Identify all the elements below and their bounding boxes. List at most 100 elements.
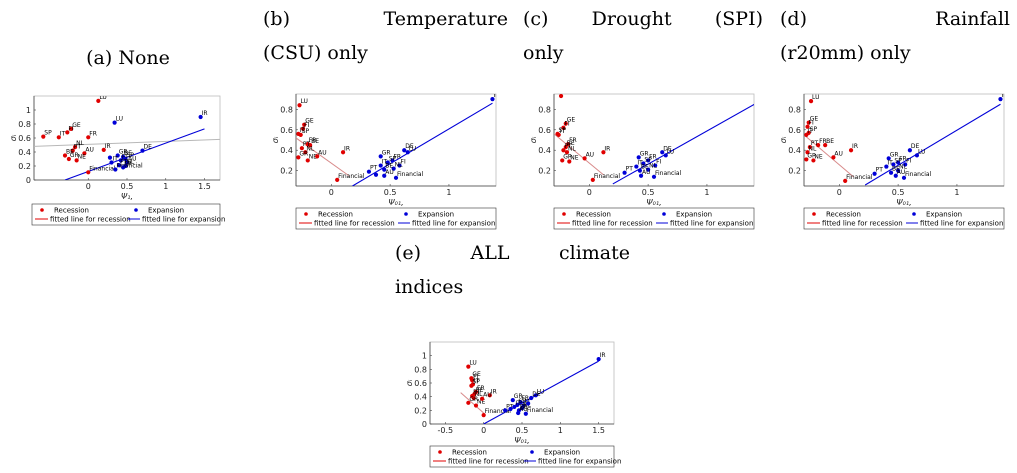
y-axis-label: σᵢ bbox=[271, 136, 280, 143]
expansion-point-label: SP bbox=[389, 155, 397, 162]
recession-point bbox=[340, 150, 346, 155]
legend-fit-expansion-label: fitted line for expansion bbox=[538, 458, 621, 466]
expansion-point-label: IR bbox=[757, 94, 763, 101]
recession-point-label: FR bbox=[477, 385, 485, 392]
recession-point bbox=[466, 364, 471, 369]
legend-expansion-marker bbox=[662, 212, 666, 216]
recession-point-label: IT bbox=[560, 128, 566, 135]
expansion-point bbox=[646, 158, 651, 163]
recession-point bbox=[335, 177, 340, 182]
plot-content: LUGEFISPITFRBEPTNLGRNEIRAUFinancialIRDEL… bbox=[554, 89, 763, 185]
expansion-point bbox=[886, 156, 891, 161]
recession-point-label: IR bbox=[852, 143, 858, 150]
fit-line-recession bbox=[296, 137, 350, 177]
x-axis-label: Ψ₀₁, bbox=[388, 198, 403, 207]
expansion-point-label: BE bbox=[124, 150, 132, 157]
recession-point-label: NL bbox=[809, 145, 817, 152]
recession-point-label: LU bbox=[99, 94, 106, 101]
recession-point bbox=[601, 150, 606, 155]
recession-point bbox=[96, 98, 101, 103]
expansion-point bbox=[641, 161, 646, 166]
expansion-point-label: LU bbox=[537, 388, 544, 395]
legend-expansion-label: Expansion bbox=[418, 211, 454, 219]
recession-point bbox=[56, 135, 61, 140]
expansion-point bbox=[385, 160, 390, 165]
expansion-point-label: IR bbox=[493, 92, 499, 99]
expansion-point-label: IT bbox=[382, 159, 388, 166]
y-tick-label: 0.6 bbox=[18, 134, 31, 143]
recession-point bbox=[300, 126, 306, 131]
recession-point-label: LU bbox=[562, 89, 569, 96]
expansion-point-label: FI bbox=[906, 158, 911, 165]
expansion-point bbox=[903, 162, 908, 167]
expansion-point-label: PT bbox=[120, 158, 128, 165]
recession-point bbox=[308, 143, 313, 148]
x-axis-label: Ψ₀₁, bbox=[896, 198, 911, 207]
expansion-point-label: GR bbox=[119, 149, 128, 156]
x-tick-label: -0.5 bbox=[438, 426, 454, 435]
recession-point-label: IT bbox=[807, 128, 813, 135]
legend-box bbox=[429, 445, 615, 468]
recession-point bbox=[74, 158, 79, 163]
recession-point-label: Financial bbox=[338, 173, 365, 180]
y-tick-label: 0.8 bbox=[788, 105, 801, 114]
x-tick-label: 1 bbox=[704, 188, 709, 197]
recession-point bbox=[806, 120, 811, 125]
recession-point-label: SP bbox=[559, 127, 567, 134]
x-tick-label: 0 bbox=[86, 182, 91, 191]
recession-point bbox=[469, 383, 474, 388]
recession-point-label: BE bbox=[66, 149, 74, 156]
recession-point-label: Financial bbox=[89, 165, 116, 172]
recession-point bbox=[69, 126, 74, 131]
recession-point-label: IT bbox=[299, 127, 305, 134]
recession-point bbox=[70, 148, 75, 153]
expansion-point bbox=[663, 153, 668, 158]
legend-fit-expansion-label: fitted line for expansion bbox=[142, 216, 225, 224]
expansion-point-label: BE bbox=[892, 166, 900, 173]
expansion-point bbox=[109, 160, 114, 165]
legend-expansion-label: Expansion bbox=[544, 449, 580, 457]
recession-point-label: GR bbox=[563, 153, 572, 160]
expansion-point bbox=[651, 174, 657, 179]
expansion-point bbox=[638, 173, 644, 178]
recession-point bbox=[848, 148, 854, 153]
recession-point-label: IR bbox=[344, 145, 350, 152]
recession-point-label: IR bbox=[491, 388, 497, 395]
recession-point bbox=[563, 121, 568, 126]
recession-point-label: GR bbox=[469, 396, 478, 403]
recession-point bbox=[556, 132, 561, 137]
legend-expansion-label: Expansion bbox=[926, 211, 962, 219]
expansion-point-label: AU bbox=[897, 169, 906, 176]
y-tick-label: 0.2 bbox=[280, 167, 293, 176]
x-tick-label: 0 bbox=[481, 426, 486, 435]
plot-area bbox=[553, 93, 755, 187]
x-tick-label: 1 bbox=[558, 426, 563, 435]
expansion-point-label: NL bbox=[899, 164, 907, 171]
recession-point-label: GE bbox=[472, 371, 481, 378]
x-tick-label: 0.5 bbox=[892, 188, 905, 197]
recession-point bbox=[563, 145, 568, 150]
title-line-1: (b) Temperature bbox=[263, 8, 508, 30]
title-line-1: (c) Drought (SPI) bbox=[523, 8, 763, 30]
recession-point bbox=[315, 154, 320, 159]
title-line-2: only bbox=[523, 42, 564, 64]
expansion-point bbox=[529, 395, 534, 401]
expansion-point bbox=[896, 168, 901, 173]
recession-point bbox=[804, 132, 809, 137]
expansion-point bbox=[512, 404, 517, 410]
x-axis-label: Ψ₀₁, bbox=[646, 198, 661, 207]
expansion-point bbox=[914, 153, 920, 158]
expansion-point-label: LU bbox=[116, 116, 123, 123]
expansion-point-label: PT bbox=[626, 166, 634, 173]
recession-point-label: GE bbox=[72, 122, 81, 129]
expansion-point-label: AU bbox=[642, 169, 651, 176]
expansion-point-label: SP bbox=[894, 158, 902, 165]
x-tick-label: 1 bbox=[446, 188, 451, 197]
expansion-point bbox=[382, 167, 387, 172]
expansion-point bbox=[198, 114, 203, 120]
expansion-point bbox=[888, 170, 894, 175]
legend-box bbox=[553, 207, 755, 230]
y-tick-label: 0.2 bbox=[788, 167, 801, 176]
